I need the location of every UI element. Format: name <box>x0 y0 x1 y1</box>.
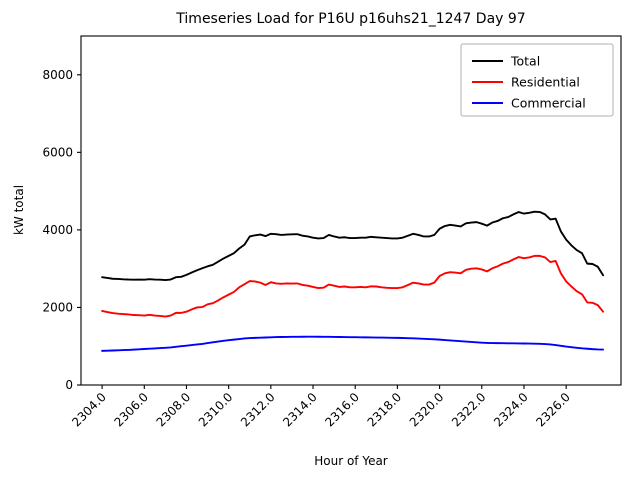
y-tick-label: 6000 <box>42 146 73 160</box>
series-line-commercial <box>101 335 605 352</box>
axes-spines <box>80 35 622 386</box>
y-tick-label: 8000 <box>42 68 73 82</box>
chart-title: Timeseries Load for P16U p16uhs21_1247 D… <box>175 11 525 27</box>
y-axis: 0 2000 4000 6000 8000 <box>42 68 81 392</box>
series-line-residential <box>101 254 605 318</box>
series-line-total <box>101 210 605 282</box>
chart-legend: Total Residential Commercial <box>460 43 614 117</box>
series-layer <box>101 210 605 352</box>
legend-label-commercial: Commercial <box>511 96 586 111</box>
x-axis-label: Hour of Year <box>314 454 388 468</box>
y-tick-label: 0 <box>65 378 73 392</box>
y-tick-label: 2000 <box>42 301 73 315</box>
y-tick-label: 4000 <box>42 223 73 237</box>
y-axis-label: kW total <box>12 185 26 235</box>
legend-label-total: Total <box>510 54 540 69</box>
legend-label-residential: Residential <box>511 75 580 90</box>
